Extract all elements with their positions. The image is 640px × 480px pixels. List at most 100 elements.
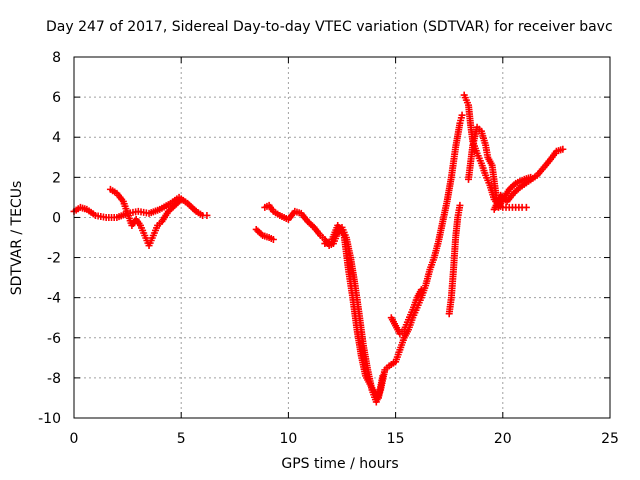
data-point-trail [72, 205, 82, 214]
data-point-trail [137, 208, 150, 217]
data-series [387, 286, 425, 338]
data-series [321, 221, 387, 402]
x-axis-label: GPS time / hours [281, 456, 399, 472]
data-point-trail [401, 318, 411, 331]
data-point-trail [105, 213, 118, 221]
x-tick-label: 0 [70, 431, 79, 447]
data-point-trail [349, 296, 361, 331]
data-point-trail [527, 173, 539, 184]
data-point-trail [454, 204, 463, 219]
data-point-trail [138, 224, 148, 237]
data-point-trail [496, 197, 506, 209]
y-tick-label: 0 [52, 210, 61, 226]
y-tick-label: -4 [47, 291, 61, 307]
data-point-trail [522, 174, 533, 183]
data-point-trail [293, 208, 303, 217]
data-point-trail [474, 152, 484, 165]
data-point-trail [410, 296, 420, 311]
data-point-trail [450, 236, 459, 271]
data-series [106, 185, 185, 250]
data-point-trail [367, 382, 377, 394]
data-point-trail [406, 308, 416, 321]
data-point-trail [94, 212, 107, 221]
data-series [490, 145, 567, 213]
y-tick-label: 2 [52, 170, 61, 186]
y-tick-label: -6 [47, 331, 61, 347]
data-point-trail [457, 114, 465, 125]
data-point-trail [505, 191, 516, 203]
data-point-trail [323, 238, 333, 247]
data-point-trail [194, 209, 204, 218]
data-point-trail [166, 203, 177, 214]
data-point-trail [347, 256, 359, 285]
x-tick-label: 25 [601, 431, 619, 447]
data-point-trail [172, 197, 184, 208]
y-tick-label: -10 [38, 411, 61, 427]
data-point-trail [478, 162, 489, 177]
data-point-trail [461, 94, 471, 107]
y-tick-label: 8 [52, 50, 61, 66]
data-point-trail [431, 240, 442, 259]
data-point-trail [305, 219, 317, 230]
data-point-trail [146, 234, 156, 247]
data-point-trail [465, 103, 474, 127]
data-point-trail [514, 176, 526, 186]
data-point-trail [286, 209, 297, 221]
y-tick-label: 6 [52, 90, 61, 106]
data-point-trail [446, 296, 455, 315]
data-point-trail [550, 149, 559, 159]
data-point-trail [393, 324, 403, 336]
data-point-trail [267, 203, 276, 213]
data-point-trail [543, 155, 555, 167]
data-point-trail [448, 268, 457, 299]
data-point-trail [360, 344, 371, 372]
data-point-trail [452, 121, 464, 149]
x-tick-label: 20 [494, 431, 512, 447]
data-point-trail [452, 216, 462, 239]
data-point-trail [372, 390, 381, 400]
data-point-trail [555, 146, 565, 155]
data-point-trail [414, 296, 424, 309]
data-point-trail [340, 234, 352, 271]
data-point-trail [85, 207, 97, 218]
data-series [445, 201, 464, 318]
data-point-trail [299, 211, 310, 223]
data-point-trail [142, 234, 152, 247]
data-point-trail [448, 146, 459, 179]
chart-title: Day 247 of 2017, Sidereal Day-to-day VTE… [46, 19, 613, 35]
data-point-trail [465, 144, 476, 181]
data-point-trail [335, 223, 347, 237]
data-point [203, 211, 211, 219]
data-point-trail [79, 204, 89, 213]
data-point-trail [392, 348, 403, 363]
y-tick-label: -8 [47, 371, 61, 387]
plot-area [70, 91, 567, 406]
data-point-trail [511, 185, 522, 196]
data-point [379, 372, 387, 380]
data-point-trail [120, 200, 131, 215]
data-series [252, 225, 277, 244]
data-point-trail [507, 181, 518, 192]
data-point-trail [427, 256, 437, 271]
data-point-trail [261, 232, 271, 241]
data-point-trail [397, 336, 407, 351]
data-point-trail [439, 200, 451, 223]
data-point [456, 201, 464, 209]
data-point-trail [401, 328, 411, 340]
data-point-trail [254, 227, 265, 238]
data-point-trail [134, 217, 143, 227]
data-point-trail [114, 191, 126, 203]
y-axis-label: SDTVAR / TECUs [9, 180, 25, 296]
x-tick-label: 10 [279, 431, 297, 447]
data-point-trail [363, 374, 373, 386]
data-point-trail [414, 288, 424, 300]
data-point-trail [353, 328, 365, 358]
data-point-trail [351, 282, 363, 315]
data-point-trail [109, 187, 119, 196]
data-point-trail [159, 209, 171, 223]
data-point-trail [498, 193, 509, 204]
data-point-trail [147, 206, 162, 217]
data-point-trail [278, 212, 290, 222]
data-point-trail [388, 316, 399, 328]
